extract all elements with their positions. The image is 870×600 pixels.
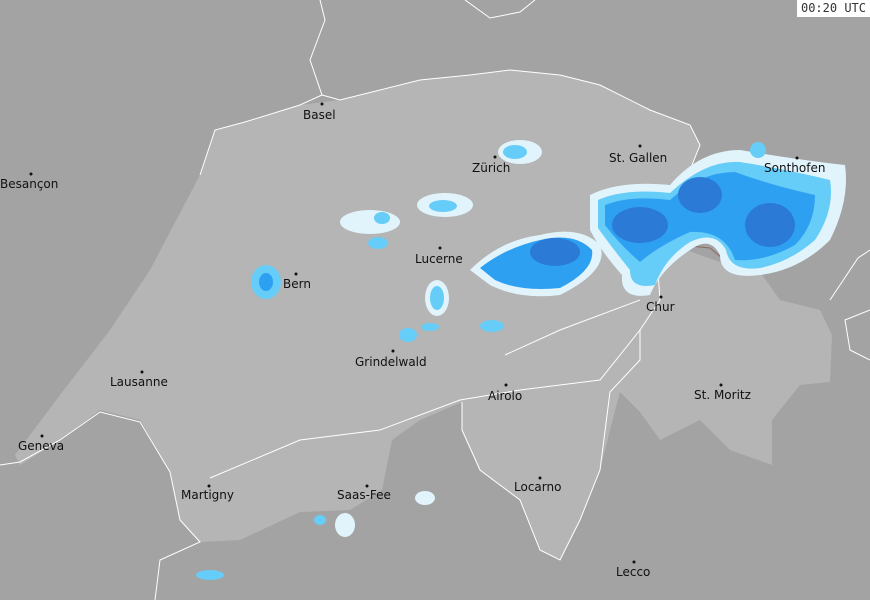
city-label: Geneva	[18, 439, 64, 453]
timestamp-label: 00:20 UTC	[796, 0, 870, 17]
city-label: Besançon	[0, 177, 58, 191]
city-label: Airolo	[488, 389, 522, 403]
city-label: St. Moritz	[694, 388, 751, 402]
city-label: Saas-Fee	[337, 488, 391, 502]
city-label: Grindelwald	[355, 355, 427, 369]
city-label: Sonthofen	[764, 161, 825, 175]
precipitation-layer	[196, 140, 846, 580]
city-label: Martigny	[181, 488, 234, 502]
city-markers	[29, 102, 799, 564]
city-label: Zürich	[472, 161, 510, 175]
city-label: St. Gallen	[609, 151, 667, 165]
city-label: Chur	[646, 300, 675, 314]
city-label: Locarno	[514, 480, 561, 494]
city-label: Bern	[283, 277, 311, 291]
city-labels: Basel Besançon Zürich St. Gallen Sonthof…	[0, 108, 825, 579]
city-label: Lausanne	[110, 375, 168, 389]
switzerland-region	[15, 70, 832, 560]
city-label: Lecco	[616, 565, 650, 579]
city-label: Lucerne	[415, 252, 463, 266]
city-label: Basel	[303, 108, 336, 122]
